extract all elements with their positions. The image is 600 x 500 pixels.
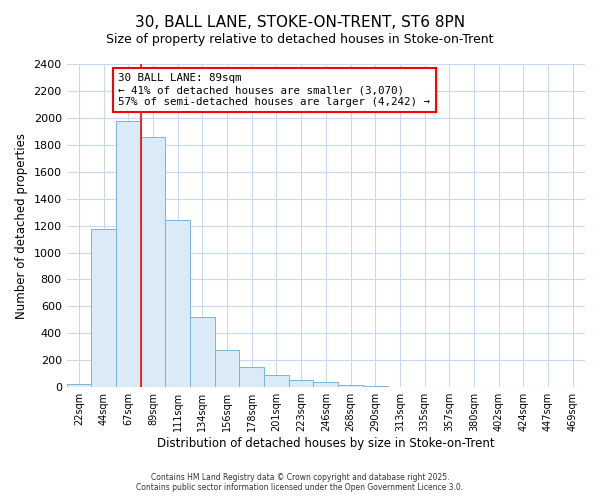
Text: 30, BALL LANE, STOKE-ON-TRENT, ST6 8PN: 30, BALL LANE, STOKE-ON-TRENT, ST6 8PN (135, 15, 465, 30)
X-axis label: Distribution of detached houses by size in Stoke-on-Trent: Distribution of detached houses by size … (157, 437, 494, 450)
Bar (190, 317, 215, 387)
Text: Contains HM Land Registry data © Crown copyright and database right 2025.
Contai: Contains HM Land Registry data © Crown c… (136, 473, 464, 492)
Bar (116, 121, 141, 387)
Bar (313, 382, 338, 387)
Bar (91, 229, 116, 387)
Text: Size of property relative to detached houses in Stoke-on-Trent: Size of property relative to detached ho… (106, 32, 494, 46)
Bar (363, 386, 388, 387)
Bar (338, 385, 363, 387)
Bar (166, 220, 190, 387)
Bar (141, 138, 166, 387)
Text: 30 BALL LANE: 89sqm
← 41% of detached houses are smaller (3,070)
57% of semi-det: 30 BALL LANE: 89sqm ← 41% of detached ho… (119, 74, 431, 106)
Bar (239, 367, 264, 387)
Y-axis label: Number of detached properties: Number of detached properties (15, 132, 28, 318)
Bar (289, 380, 313, 387)
Bar (67, 384, 91, 387)
Bar (215, 350, 239, 387)
Bar (264, 376, 289, 387)
